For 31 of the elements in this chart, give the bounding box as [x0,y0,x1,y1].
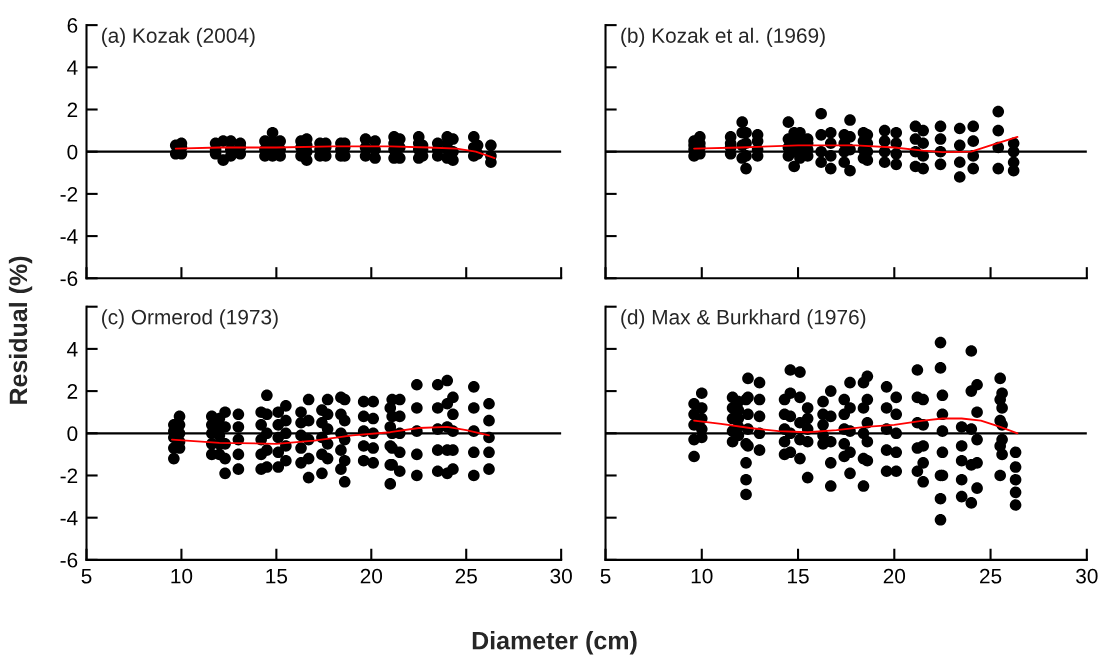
y-tick-label: 4 [67,342,78,357]
x-tick-label: 10 [171,568,193,584]
x-tick-label: 10 [691,568,713,584]
chart-title: (d) Max & Burkhard (1976) [621,309,866,329]
x-tick-label: 5 [600,568,611,584]
y-tick-label: -2 [60,186,78,202]
y-tick-label: 0 [67,144,78,160]
y-tick-label: -2 [60,468,78,484]
y-axis-title: Residual (%) [8,256,33,404]
y-tick-label: 2 [67,102,78,118]
x-tick-label: 5 [81,568,92,584]
x-tick-label: 25 [455,568,477,584]
chart-title: (b) Kozak et al. (1969) [621,27,825,48]
y-tick-label: 6 [67,18,78,33]
y-tick-label: -6 [60,271,78,287]
chart-title: (c) Ormerod (1973) [102,309,278,329]
x-axis-title: Diameter (cm) [472,631,637,655]
x-tick-label: 15 [266,568,288,584]
x-tick-label: 25 [980,568,1002,584]
y-tick-label: -4 [60,510,78,526]
x-tick-label: 20 [883,568,906,584]
x-tick-label: 15 [788,568,809,584]
y-tick-label: 4 [67,60,78,75]
y-tick-label: -4 [60,229,78,244]
y-tick-label: 0 [67,426,78,442]
y-tick-label: -6 [60,552,78,568]
x-tick-label: 20 [360,568,383,584]
x-tick-label: 30 [550,568,572,584]
x-tick-label: 30 [1076,568,1098,584]
chart-title: (a) Kozak (2004) [102,27,255,48]
y-tick-label: 2 [67,384,78,399]
